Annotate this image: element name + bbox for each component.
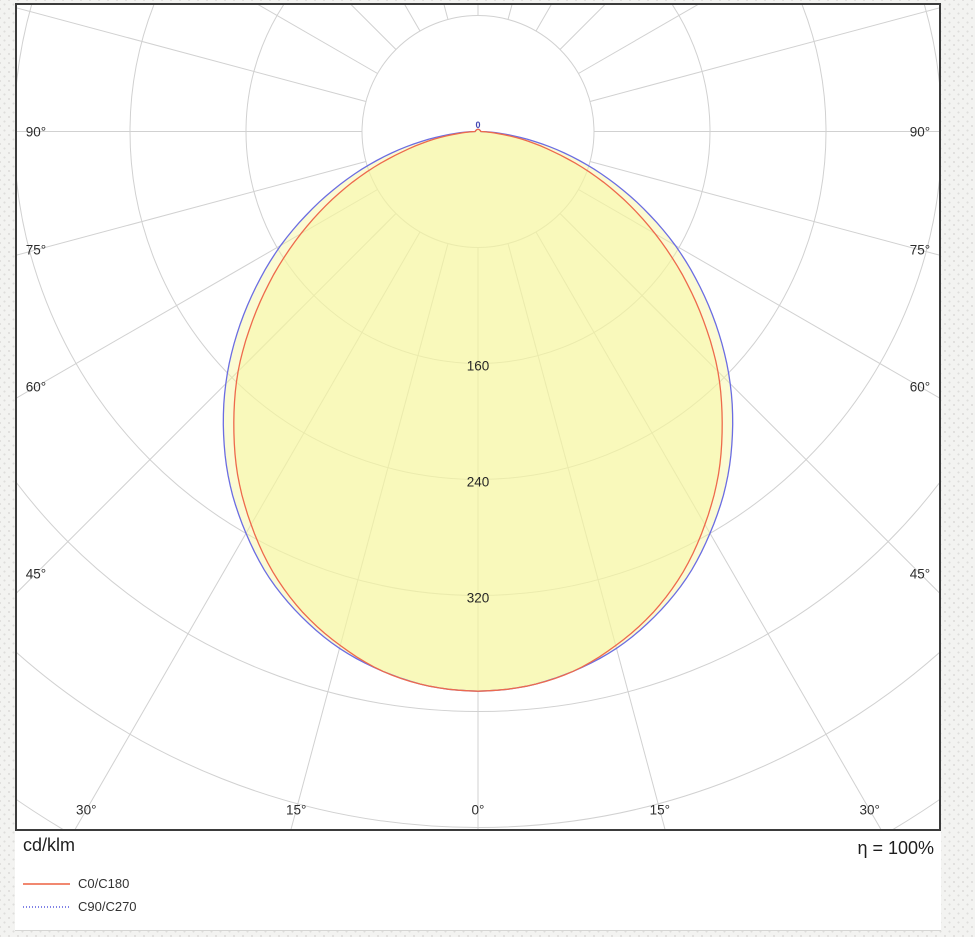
polar-photometric-chart bbox=[17, 5, 939, 829]
